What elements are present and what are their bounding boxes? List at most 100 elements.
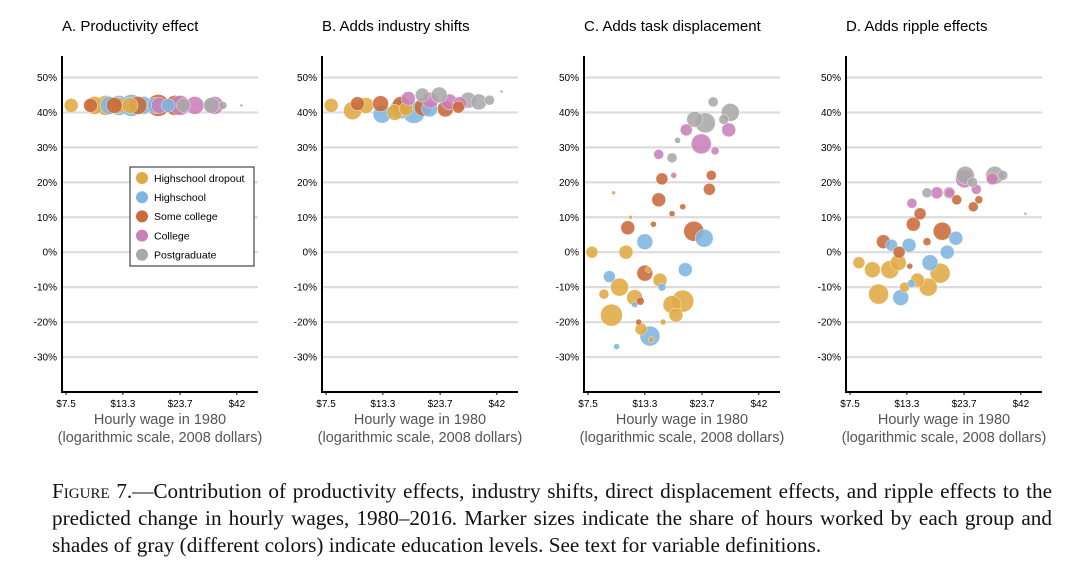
data-point bbox=[686, 111, 703, 128]
x-tick-label: $13.3 bbox=[894, 399, 919, 410]
data-point bbox=[922, 237, 932, 246]
data-point bbox=[657, 282, 667, 292]
data-point bbox=[350, 96, 365, 111]
legend-box bbox=[129, 166, 255, 267]
data-point bbox=[613, 343, 620, 350]
data-point bbox=[203, 97, 220, 114]
x-tick-label: $42 bbox=[228, 399, 245, 410]
legend-label: Postgraduate bbox=[154, 250, 217, 262]
y-tick-label: 30% bbox=[37, 143, 57, 154]
data-point bbox=[610, 277, 629, 297]
y-tick-label: 10% bbox=[559, 213, 579, 224]
y-tick-label: -30% bbox=[556, 353, 579, 364]
data-point bbox=[932, 222, 952, 241]
legend-marker bbox=[136, 248, 148, 261]
data-point bbox=[710, 146, 720, 156]
data-point bbox=[659, 318, 667, 326]
y-tick-label: 0% bbox=[565, 248, 580, 259]
legend: Highschool dropout Highschool Some college… bbox=[129, 166, 255, 267]
data-point bbox=[452, 100, 465, 114]
data-point bbox=[470, 93, 487, 111]
y-tick-label: 30% bbox=[297, 143, 317, 154]
data-point bbox=[372, 95, 389, 112]
y-tick-label: -30% bbox=[818, 353, 841, 364]
points-group bbox=[585, 96, 740, 350]
x-tick-label: $23.7 bbox=[168, 399, 193, 410]
data-point bbox=[986, 172, 999, 186]
data-point bbox=[653, 149, 664, 160]
data-point bbox=[650, 221, 657, 228]
y-tick-label: 0% bbox=[303, 248, 318, 259]
data-point bbox=[631, 301, 638, 308]
data-point bbox=[680, 123, 693, 137]
x-axis-sublabel: (logarithmic scale, 2008 dollars) bbox=[318, 430, 523, 446]
data-point bbox=[852, 256, 866, 269]
y-tick-label: 20% bbox=[821, 178, 841, 189]
data-point bbox=[907, 279, 916, 288]
data-point bbox=[63, 98, 79, 113]
legend-label: Highschool bbox=[154, 192, 206, 204]
legend-marker bbox=[136, 210, 148, 223]
legend-marker bbox=[136, 191, 148, 204]
data-point bbox=[668, 307, 684, 323]
data-point bbox=[628, 215, 633, 220]
chart-panel-1: A. Productivity effect -30% -20% -10% 0% 10% 2… bbox=[34, 18, 263, 446]
data-point bbox=[598, 288, 610, 300]
data-point bbox=[951, 194, 962, 205]
data-point bbox=[707, 96, 719, 108]
x-tick-label: $42 bbox=[1012, 399, 1029, 410]
data-point bbox=[906, 217, 921, 232]
legend-label: College bbox=[154, 230, 190, 242]
y-tick-label: -10% bbox=[818, 283, 841, 294]
points-group bbox=[63, 94, 244, 117]
data-point bbox=[678, 262, 693, 277]
panel-title: A. Productivity effect bbox=[62, 18, 199, 35]
legend-label: Highschool dropout bbox=[154, 173, 245, 185]
data-point bbox=[635, 318, 642, 326]
x-tick-label: $7.5 bbox=[578, 399, 598, 410]
x-tick-label: $23.7 bbox=[952, 399, 977, 410]
y-tick-label: 30% bbox=[821, 143, 841, 154]
legend-label: Some college bbox=[154, 211, 218, 223]
legend-marker bbox=[136, 172, 148, 184]
y-tick-label: 40% bbox=[559, 108, 579, 119]
data-point bbox=[864, 261, 881, 278]
y-tick-label: -30% bbox=[294, 353, 317, 364]
data-point bbox=[401, 91, 416, 106]
x-tick-label: $13.3 bbox=[110, 399, 135, 410]
data-point bbox=[921, 187, 933, 199]
x-tick-label: $42 bbox=[750, 399, 767, 410]
chart-panel-2: B. Adds industry shifts -30% -20% -10% 0% 10%… bbox=[294, 18, 523, 446]
data-point bbox=[967, 177, 978, 188]
data-point bbox=[906, 198, 918, 209]
panel-title: C. Adds task displacement bbox=[584, 18, 762, 35]
data-point bbox=[670, 172, 677, 179]
data-point bbox=[948, 231, 964, 246]
x-axis-label: Hourly wage in 1980 bbox=[616, 412, 748, 428]
x-axis-label: Hourly wage in 1980 bbox=[878, 412, 1010, 428]
y-tick-label: 20% bbox=[297, 178, 317, 189]
data-point bbox=[913, 207, 927, 220]
data-point bbox=[921, 254, 939, 271]
data-point bbox=[655, 172, 669, 186]
legend-marker bbox=[136, 229, 148, 242]
x-axis-sublabel: (logarithmic scale, 2008 dollars) bbox=[580, 430, 785, 446]
data-point bbox=[239, 103, 244, 108]
data-point bbox=[940, 245, 955, 260]
data-point bbox=[634, 322, 648, 336]
figure-caption: Figure 7.—Contribution of productivity e… bbox=[52, 478, 1052, 559]
data-point bbox=[706, 170, 717, 181]
y-tick-label: 50% bbox=[559, 73, 579, 84]
y-tick-label: 10% bbox=[297, 213, 317, 224]
data-point bbox=[603, 270, 616, 283]
caption-text: —Contribution of productivity effects, i… bbox=[52, 479, 1052, 557]
x-tick-label: $23.7 bbox=[428, 399, 453, 410]
y-tick-label: 0% bbox=[43, 248, 58, 259]
data-point bbox=[974, 195, 984, 204]
y-tick-label: -20% bbox=[294, 318, 317, 329]
data-point bbox=[668, 210, 676, 217]
data-point bbox=[997, 170, 1008, 181]
data-point bbox=[868, 283, 889, 305]
y-tick-label: -30% bbox=[34, 353, 57, 364]
data-point bbox=[694, 229, 714, 248]
